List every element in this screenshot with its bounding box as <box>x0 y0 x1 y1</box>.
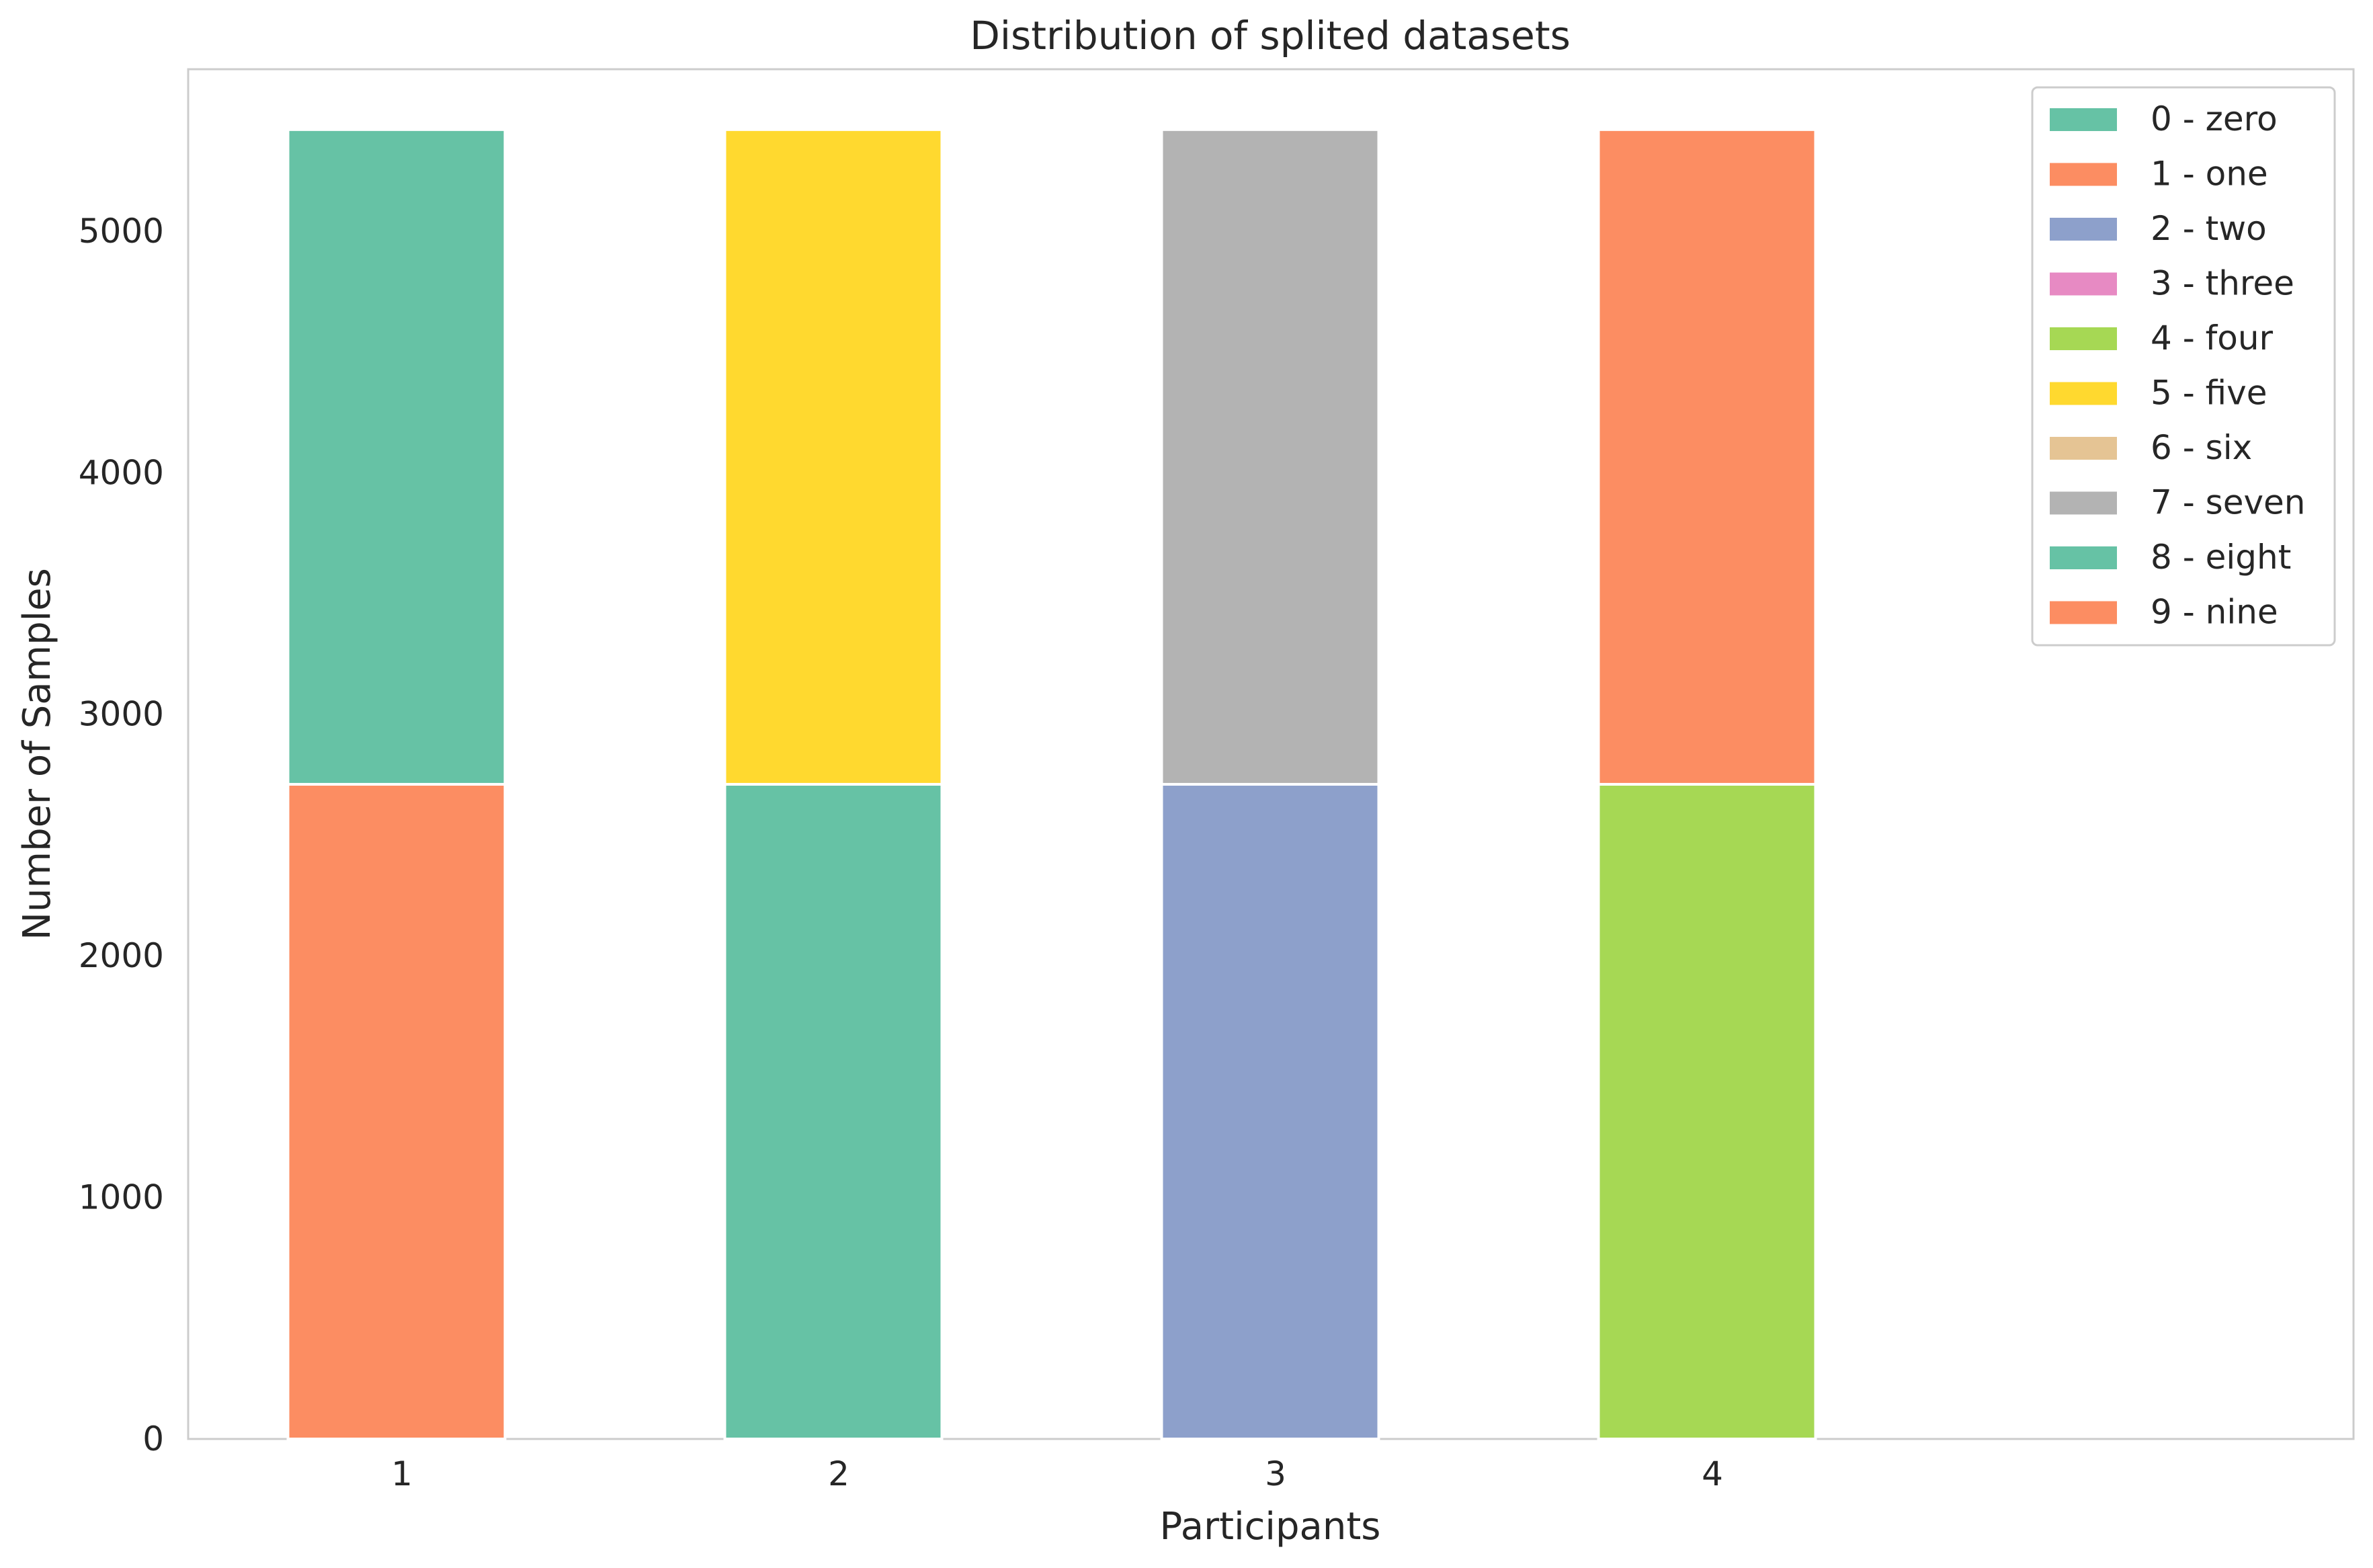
legend-label: 8 - eight <box>2151 538 2291 577</box>
legend-label: 2 - two <box>2151 209 2267 248</box>
bar-participant-4-segment-2 <box>1597 128 1817 786</box>
legend-swatch <box>2050 491 2117 515</box>
y-tick-label: 3000 <box>79 695 164 734</box>
bar-participant-2-segment-2 <box>723 128 944 786</box>
bar-participant-1-segment-2 <box>286 128 507 786</box>
legend-items: 0 - zero 1 - one 2 - two 3 - three 4 - four 5… <box>2050 99 2306 632</box>
legend-swatch <box>2050 382 2117 405</box>
legend-label: 5 - five <box>2151 374 2267 413</box>
legend-label: 0 - zero <box>2151 99 2278 138</box>
y-tick-label: 1000 <box>79 1178 164 1217</box>
y-axis-label: Number of Samples <box>15 568 59 940</box>
bar-participant-3-segment-1 <box>1160 782 1380 1440</box>
legend-swatch <box>2050 546 2117 569</box>
chart-title: Distribution of splited datasets <box>970 13 1571 58</box>
legend-label: 6 - six <box>2151 428 2252 467</box>
legend-swatch <box>2050 218 2117 241</box>
y-axis-ticks: 0 1000 2000 3000 4000 5000 <box>79 212 164 1458</box>
x-tick-label: 1 <box>391 1454 413 1493</box>
legend-label: 7 - seven <box>2151 483 2306 522</box>
legend-label: 3 - three <box>2151 264 2294 303</box>
bar-participant-2-segment-1 <box>723 782 944 1440</box>
legend-label: 9 - nine <box>2151 593 2278 632</box>
y-tick-label: 5000 <box>79 212 164 251</box>
legend-swatch <box>2050 108 2117 131</box>
x-tick-label: 4 <box>1702 1454 1723 1493</box>
x-axis-ticks: 1 2 3 4 <box>391 1454 1723 1493</box>
y-tick-label: 4000 <box>79 453 164 492</box>
x-tick-label: 2 <box>828 1454 849 1493</box>
bar-participant-1-segment-1 <box>286 782 507 1440</box>
y-tick-label: 0 <box>142 1419 164 1458</box>
legend-label: 1 - one <box>2151 155 2268 194</box>
legend: 0 - zero 1 - one 2 - two 3 - three 4 - four 5… <box>2031 86 2336 647</box>
bars <box>286 128 1817 1440</box>
legend-label: 4 - four <box>2151 319 2274 358</box>
legend-swatch <box>2050 272 2117 296</box>
bar-participant-4-segment-1 <box>1597 782 1817 1440</box>
legend-swatch <box>2050 601 2117 624</box>
x-tick-label: 3 <box>1265 1454 1286 1493</box>
legend-swatch <box>2050 163 2117 186</box>
x-axis-label: Participants <box>1160 1505 1381 1549</box>
y-tick-label: 2000 <box>79 936 164 975</box>
legend-swatch <box>2050 327 2117 350</box>
bar-participant-3-segment-2 <box>1160 128 1380 786</box>
legend-swatch <box>2050 437 2117 460</box>
